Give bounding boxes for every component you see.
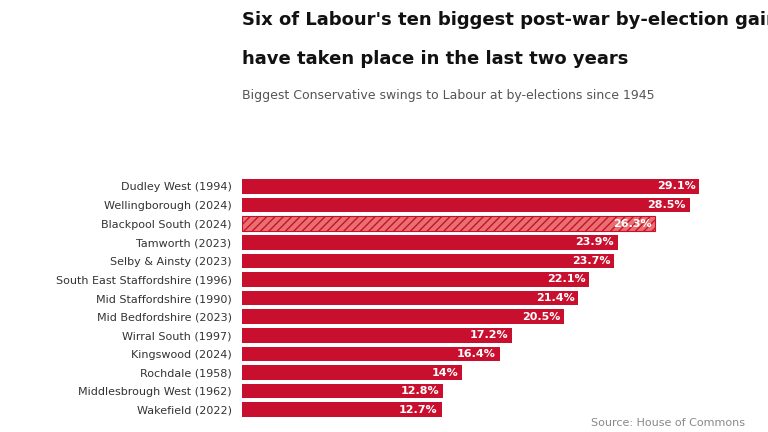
- Text: 23.9%: 23.9%: [575, 237, 614, 247]
- Text: 23.7%: 23.7%: [572, 256, 611, 266]
- Bar: [242, 254, 614, 268]
- Text: 17.2%: 17.2%: [470, 330, 508, 340]
- Text: 28.5%: 28.5%: [647, 200, 686, 210]
- Bar: [242, 216, 655, 231]
- Text: Biggest Conservative swings to Labour at by-elections since 1945: Biggest Conservative swings to Labour at…: [242, 89, 654, 102]
- Text: 29.1%: 29.1%: [657, 181, 696, 191]
- Bar: [242, 328, 512, 343]
- Text: Source: House of Commons: Source: House of Commons: [591, 418, 745, 428]
- Bar: [242, 384, 443, 398]
- Bar: [242, 179, 700, 194]
- Text: 14%: 14%: [432, 368, 458, 378]
- Bar: [242, 291, 578, 305]
- Text: 12.8%: 12.8%: [401, 386, 439, 396]
- Bar: [242, 309, 564, 324]
- Text: have taken place in the last two years: have taken place in the last two years: [242, 50, 628, 68]
- Bar: [242, 365, 462, 380]
- Bar: [242, 346, 500, 361]
- Text: 20.5%: 20.5%: [522, 312, 560, 322]
- Text: 12.7%: 12.7%: [399, 405, 438, 415]
- Text: Six of Labour's ten biggest post-war by-election gains: Six of Labour's ten biggest post-war by-…: [242, 11, 768, 29]
- Bar: [242, 198, 690, 212]
- Text: 16.4%: 16.4%: [457, 349, 496, 359]
- Bar: [242, 403, 442, 417]
- Text: 21.4%: 21.4%: [535, 293, 574, 303]
- Text: 26.3%: 26.3%: [613, 219, 651, 229]
- Bar: [242, 235, 617, 250]
- Bar: [242, 272, 589, 287]
- Text: 22.1%: 22.1%: [547, 274, 585, 284]
